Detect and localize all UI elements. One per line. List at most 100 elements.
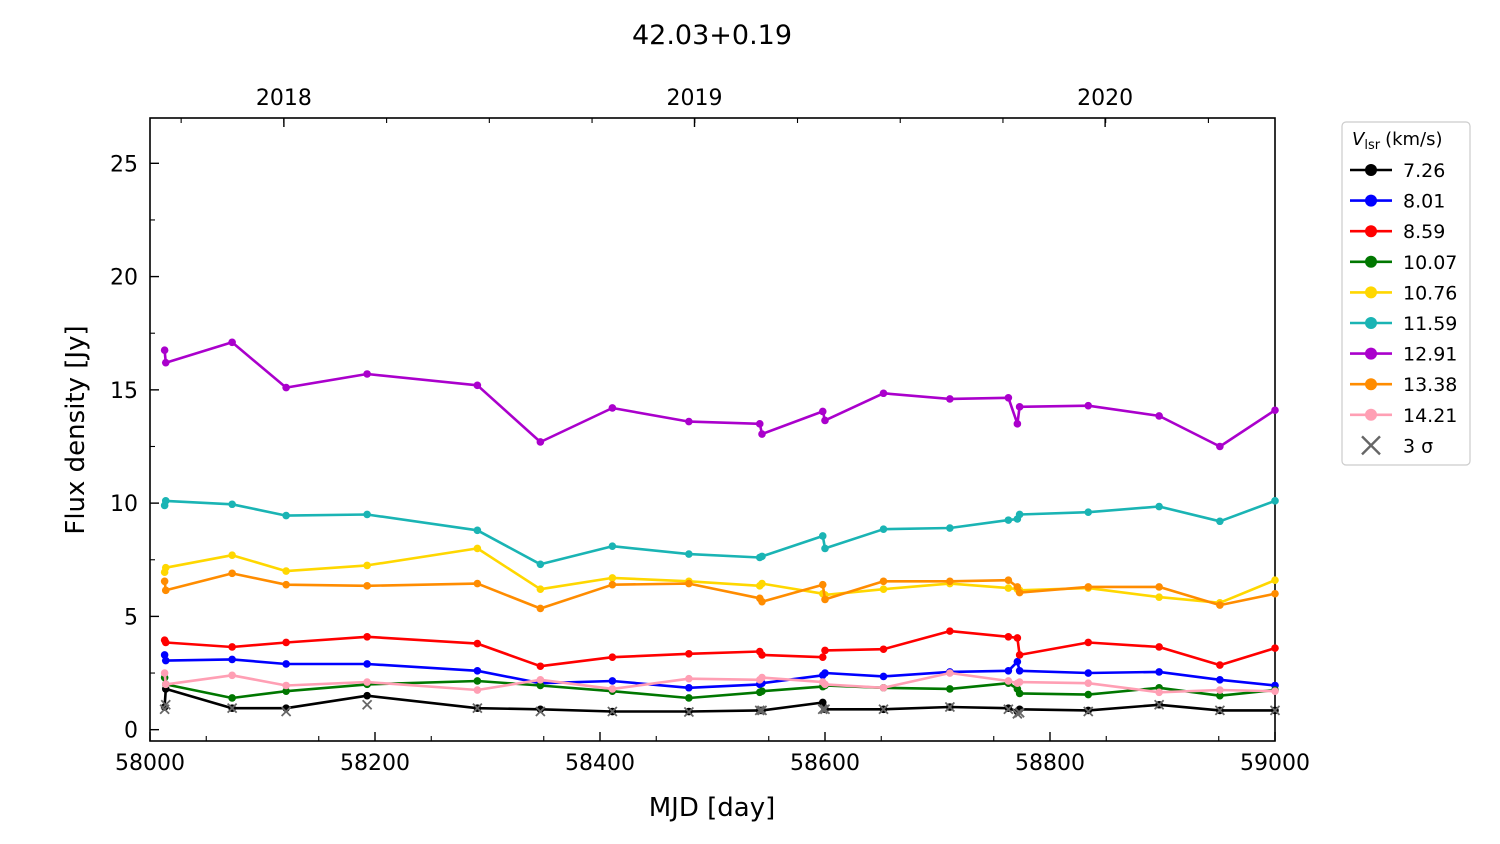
sigma-marker bbox=[1269, 705, 1281, 716]
data-point-12.91 bbox=[536, 438, 545, 446]
data-point-14.21 bbox=[879, 683, 888, 692]
data-point-12.91 bbox=[473, 381, 482, 390]
data-point-13.38 bbox=[160, 577, 169, 586]
data-point-13.38 bbox=[161, 586, 170, 595]
data-point-8.59 bbox=[1013, 634, 1022, 642]
data-point-11.59 bbox=[879, 525, 888, 533]
data-point-12.91 bbox=[1084, 401, 1093, 410]
sigma-marker bbox=[756, 705, 768, 716]
legend-entry-7.26: 7.26 bbox=[1350, 160, 1445, 182]
y-axis: 0 5 10 15 20 25 bbox=[110, 152, 159, 744]
series-line-14.21 bbox=[163, 671, 1276, 694]
legend-label: 8.59 bbox=[1403, 221, 1445, 243]
legend-label: 8.01 bbox=[1403, 191, 1445, 213]
data-point-13.38 bbox=[1004, 576, 1013, 584]
data-point-11.59 bbox=[1084, 508, 1093, 516]
data-point-12.91 bbox=[228, 338, 236, 347]
data-point-14.21 bbox=[1216, 686, 1224, 694]
legend: Vlsr (km/s) 7.26 8.01 8.59 10.07 10.76 11.59 12… bbox=[1341, 121, 1471, 466]
sigma-marker bbox=[1153, 699, 1165, 710]
legend-label: 7.26 bbox=[1403, 160, 1445, 182]
data-point-10.76 bbox=[758, 579, 766, 588]
legend-entry-8.59: 8.59 bbox=[1350, 221, 1445, 243]
data-point-8.01 bbox=[1015, 666, 1024, 675]
data-point-7.26 bbox=[536, 705, 545, 714]
top-tick-label: 2020 bbox=[1077, 86, 1133, 111]
legend-entry-10.76: 10.76 bbox=[1350, 282, 1457, 304]
data-point-12.91 bbox=[685, 417, 693, 426]
sigma-marker bbox=[819, 704, 831, 715]
data-point-8.59 bbox=[536, 662, 545, 671]
data-point-8.01 bbox=[1216, 676, 1224, 684]
data-point-12.91 bbox=[821, 416, 829, 425]
data-point-10.07 bbox=[536, 681, 545, 690]
data-point-10.07 bbox=[758, 687, 766, 695]
data-point-12.91 bbox=[1015, 403, 1024, 411]
sigma-marker bbox=[607, 706, 618, 717]
data-point-8.59 bbox=[1216, 661, 1224, 669]
data-point-13.38 bbox=[818, 580, 827, 589]
data-point-10.07 bbox=[1015, 689, 1024, 698]
data-point-14.21 bbox=[821, 680, 829, 689]
data-point-10.76 bbox=[879, 585, 888, 594]
data-point-11.59 bbox=[608, 542, 617, 550]
data-point-10.07 bbox=[946, 685, 954, 693]
data-point-14.21 bbox=[228, 671, 236, 680]
data-point-13.38 bbox=[879, 577, 888, 586]
data-point-8.59 bbox=[821, 646, 829, 655]
sigma-marker bbox=[280, 706, 292, 717]
sigma-marker bbox=[361, 699, 373, 710]
data-point-8.01 bbox=[1084, 669, 1093, 677]
plot-area-frame bbox=[149, 117, 1276, 742]
data-point-13.38 bbox=[1271, 589, 1279, 598]
data-point-8.59 bbox=[818, 653, 827, 661]
data-point-10.07 bbox=[282, 687, 290, 695]
data-point-12.91 bbox=[1013, 420, 1022, 428]
sigma-marker bbox=[1214, 705, 1226, 716]
top-tick-label: 2019 bbox=[667, 86, 723, 111]
data-point-13.38 bbox=[228, 569, 236, 578]
data-point-8.01 bbox=[608, 677, 617, 685]
data-point-14.21 bbox=[685, 674, 693, 683]
data-point-8.59 bbox=[1004, 632, 1013, 641]
data-point-14.21 bbox=[473, 686, 482, 694]
data-point-11.59 bbox=[1271, 497, 1279, 505]
y-axis-label: Flux density [Jy] bbox=[61, 325, 91, 534]
data-point-12.91 bbox=[818, 407, 827, 416]
data-point-14.21 bbox=[282, 681, 290, 690]
data-point-11.59 bbox=[536, 560, 545, 569]
legend-entry-10.07: 10.07 bbox=[1350, 252, 1457, 274]
chart-title: 42.03+0.19 bbox=[632, 20, 792, 51]
data-point-13.38 bbox=[473, 579, 482, 588]
data-point-11.59 bbox=[228, 500, 236, 509]
sigma-marker bbox=[226, 703, 238, 714]
data-point-8.59 bbox=[1271, 644, 1279, 652]
legend-title-main: V bbox=[1352, 129, 1366, 150]
data-point-12.91 bbox=[946, 395, 954, 403]
data-point-8.01 bbox=[1013, 657, 1022, 666]
data-point-11.59 bbox=[161, 497, 170, 505]
y-tick-label: 20 bbox=[110, 266, 138, 291]
data-point-12.91 bbox=[1004, 393, 1013, 402]
data-point-14.21 bbox=[758, 673, 766, 682]
data-point-13.38 bbox=[758, 597, 766, 606]
legend-entry-13.38: 13.38 bbox=[1350, 374, 1457, 396]
data-point-10.76 bbox=[1271, 576, 1279, 584]
data-point-11.59 bbox=[1004, 516, 1013, 524]
data-point-13.38 bbox=[536, 604, 545, 613]
sigma-marker bbox=[878, 704, 889, 715]
data-point-8.59 bbox=[946, 627, 954, 635]
data-point-10.76 bbox=[473, 544, 482, 553]
data-point-10.76 bbox=[1155, 593, 1163, 601]
x-axis-label: MJD [day] bbox=[649, 793, 776, 823]
data-point-14.21 bbox=[536, 676, 545, 684]
data-point-12.91 bbox=[160, 346, 169, 355]
data-point-12.91 bbox=[363, 370, 371, 378]
legend-label-sigma: 3 σ bbox=[1403, 435, 1433, 457]
legend-label: 11.59 bbox=[1403, 313, 1457, 335]
legend-label: 10.07 bbox=[1403, 252, 1457, 274]
x-tick-label: 58400 bbox=[565, 751, 635, 776]
series-line-12.91 bbox=[163, 340, 1276, 448]
data-point-8.59 bbox=[1155, 643, 1163, 651]
